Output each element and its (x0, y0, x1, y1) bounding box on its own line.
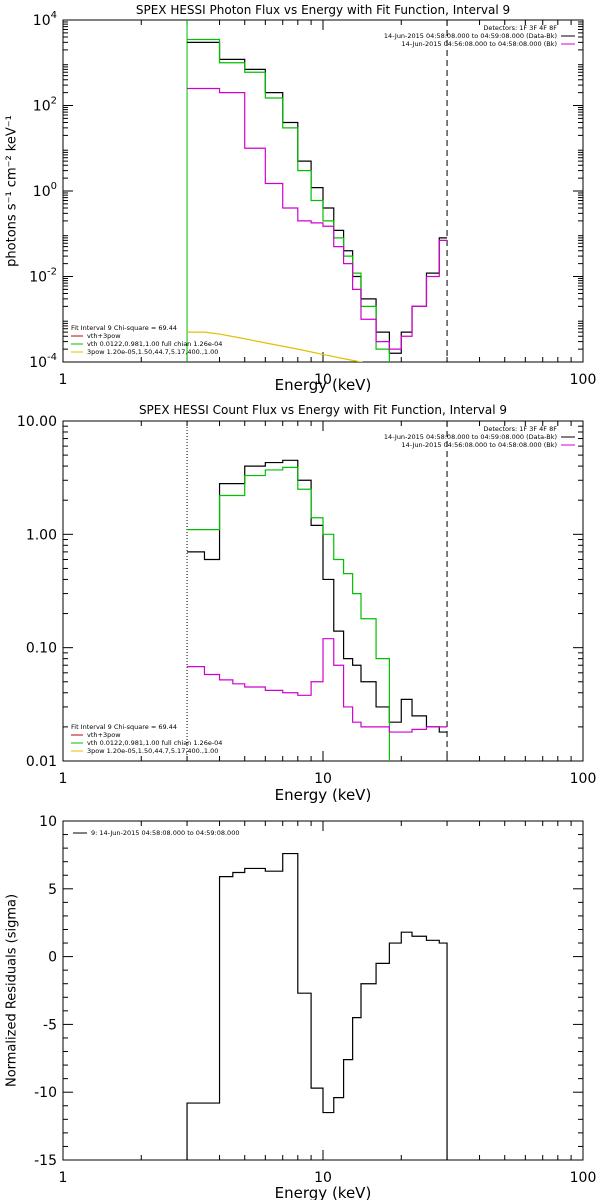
y-tick-exponent: -4 (47, 352, 57, 363)
y-tick-label: -5 (43, 1017, 57, 1033)
fit-legend-header: Fit Interval 9 Chi-square = 69.44 (71, 723, 177, 731)
chart-title: SPEX HESSI Photon Flux vs Energy with Fi… (136, 3, 510, 17)
x-tick-label: 10 (314, 1170, 332, 1186)
legend-tr-text: 14-Jun-2015 04:56:08.000 to 04:58:08.000… (402, 441, 557, 449)
y-tick-label: 1.00 (26, 527, 57, 543)
y-tick-base: 10 (33, 99, 51, 115)
x-tick-label: 10 (314, 372, 332, 388)
legend-tr-text: 14-Jun-2015 04:56:08.000 to 04:58:08.000… (402, 40, 557, 48)
y-tick-label: 0 (48, 950, 57, 966)
x-tick-label: 1 (59, 372, 68, 388)
y-tick-label: 10-2 (29, 267, 57, 286)
x-axis-label: Energy (keV) (275, 1184, 372, 1200)
panel-count: SPEX HESSI Count Flux vs Energy with Fit… (17, 403, 596, 804)
y-tick-label: 5 (48, 882, 57, 898)
series-step-0 (186, 852, 448, 1160)
y-tick-base: 10 (33, 13, 51, 29)
series-step-2 (187, 87, 448, 350)
fit-legend-text: vth 0.0122,0.981,1.00 full chian 1.26e-0… (87, 739, 222, 747)
chart-title: SPEX HESSI Count Flux vs Energy with Fit… (139, 403, 507, 417)
x-tick-label: 10 (314, 771, 332, 787)
y-tick-label: 10 (39, 814, 57, 830)
y-tick-label: -10 (34, 1085, 57, 1101)
y-axis-label: Normalized Residuals (sigma) (5, 894, 20, 1087)
y-tick-exponent: 4 (51, 10, 57, 21)
panel-photon: SPEX HESSI Photon Flux vs Energy with Fi… (5, 3, 597, 394)
y-tick-base: 10 (29, 270, 47, 286)
fit-curve-0 (187, 331, 364, 362)
series-step-0 (187, 41, 448, 354)
y-axis-label: photons s⁻¹ cm⁻² keV⁻¹ (5, 115, 20, 267)
fit-legend-text: vth 0.0122,0.981,1.00 full chian 1.26e-0… (87, 340, 222, 348)
y-tick-label: 0.01 (26, 754, 57, 770)
legend-tr-text: 14-Jun-2015 04:58:08.000 to 04:59:08.000… (384, 32, 557, 40)
x-axis-label: Energy (keV) (275, 376, 372, 394)
x-tick-label: 1 (59, 771, 68, 787)
y-tick-label: 100 (33, 181, 57, 200)
fit-legend-text: vth+3pow (87, 731, 121, 739)
y-tick-label: 102 (33, 96, 57, 115)
y-tick-label: 104 (33, 10, 57, 29)
legend-tl-text: 9: 14-Jun-2015 04:58:08.000 to 04:59:08.… (91, 829, 239, 837)
data-layer (186, 20, 448, 362)
legend-tr-text: 14-Jun-2015 04:58:08.000 to 04:59:08.000… (384, 433, 557, 441)
fit-legend-text: 3pow 1.20e-05,1.50,44.7,5.17,400.,1.00 (87, 348, 218, 356)
series-step-2 (187, 638, 448, 733)
y-tick-exponent: 0 (51, 181, 57, 192)
x-tick-label: 100 (570, 372, 597, 388)
y-tick-label: 10.00 (17, 414, 57, 430)
data-layer (186, 421, 448, 761)
fit-legend-text: vth+3pow (87, 332, 121, 340)
y-tick-exponent: 2 (51, 96, 57, 107)
series-step-0 (187, 459, 448, 733)
y-tick-exponent: -2 (47, 267, 57, 278)
y-tick-base: 10 (29, 355, 47, 371)
fit-legend-header: Fit Interval 9 Chi-square = 69.44 (71, 324, 177, 332)
y-tick-label: 10-4 (29, 352, 57, 371)
legend-tr-text: Detectors: 1F 3F 4F 8F (483, 425, 557, 433)
x-tick-label: 100 (570, 771, 597, 787)
series-step-1 (187, 466, 390, 761)
legend-tr-text: Detectors: 1F 3F 4F 8F (483, 24, 557, 32)
x-axis-label: Energy (keV) (275, 786, 372, 804)
x-tick-label: 100 (570, 1170, 597, 1186)
y-tick-label: -15 (34, 1153, 57, 1169)
series-step-1 (187, 38, 390, 362)
x-tick-label: 1 (59, 1170, 68, 1186)
data-layer (186, 852, 448, 1160)
y-tick-label: 0.10 (26, 641, 57, 657)
plot-frame (62, 420, 584, 762)
y-tick-base: 10 (33, 184, 51, 200)
fit-legend-text: 3pow 1.20e-05,1.50,44.7,5.17,400.,1.00 (87, 747, 218, 755)
